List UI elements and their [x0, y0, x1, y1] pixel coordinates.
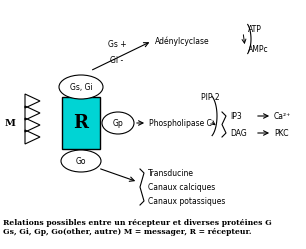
Text: Ca²⁺: Ca²⁺	[274, 112, 291, 121]
Text: Canaux calciques: Canaux calciques	[148, 183, 215, 191]
Text: R: R	[73, 114, 88, 132]
Text: M: M	[5, 119, 15, 127]
Ellipse shape	[59, 75, 103, 99]
Text: PKC: PKC	[274, 128, 289, 137]
Text: Gp: Gp	[113, 119, 123, 127]
Text: Gi -: Gi -	[110, 56, 124, 65]
Text: AMPc: AMPc	[248, 45, 269, 54]
Text: DAG: DAG	[230, 128, 247, 137]
Text: Adénylcyclase: Adénylcyclase	[155, 36, 210, 46]
Text: Gs, Gi: Gs, Gi	[70, 82, 92, 91]
Text: PIP 2: PIP 2	[201, 92, 219, 102]
Text: Canaux potassiques: Canaux potassiques	[148, 196, 226, 205]
Text: Phospholipase C: Phospholipase C	[149, 119, 212, 127]
Text: Relations possibles entre un récepteur et diverses protéines G
Gs, Gi, Gp, Go(ot: Relations possibles entre un récepteur e…	[3, 219, 272, 236]
Ellipse shape	[102, 112, 134, 134]
Text: Transducine: Transducine	[148, 169, 194, 178]
Text: Go: Go	[76, 157, 86, 166]
Text: Gs +: Gs +	[108, 40, 126, 49]
Bar	[62, 97, 100, 149]
Text: ATP: ATP	[248, 24, 262, 34]
Ellipse shape	[61, 150, 101, 172]
Text: IP3: IP3	[230, 112, 242, 121]
